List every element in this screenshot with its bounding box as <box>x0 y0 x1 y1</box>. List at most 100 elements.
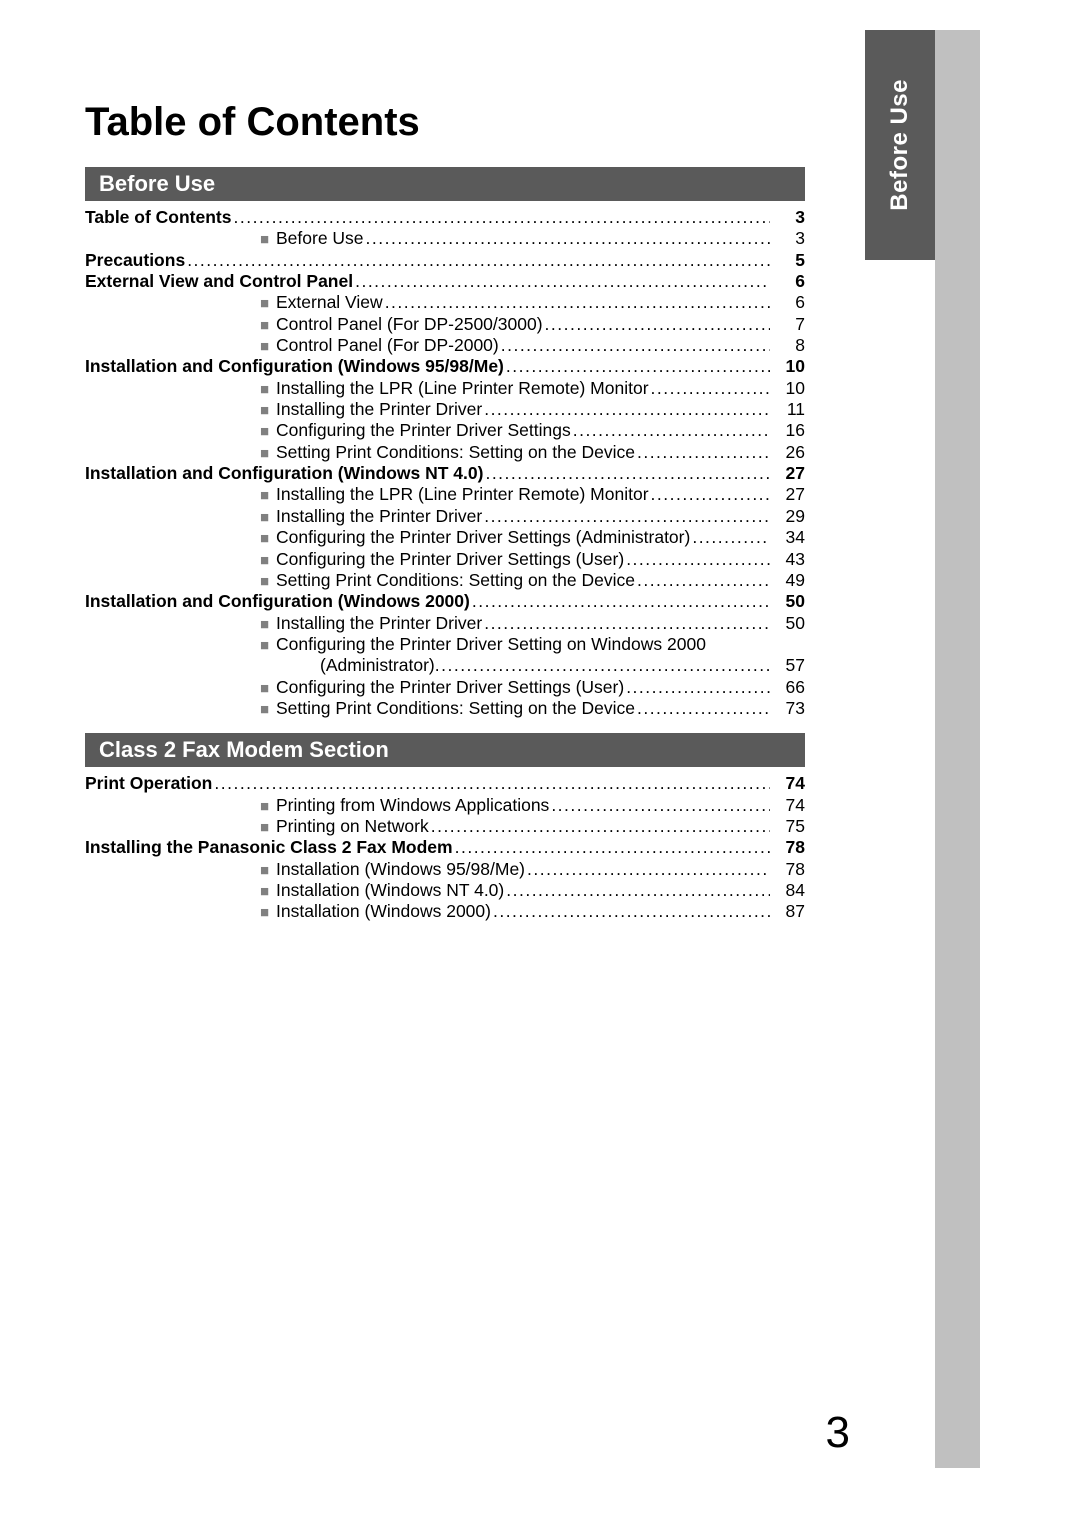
toc-dots <box>506 356 770 377</box>
toc-page: 26 <box>770 442 805 463</box>
bullet-icon: ■ <box>260 573 276 591</box>
bullet-icon: ■ <box>260 819 276 837</box>
toc-label: Control Panel (For DP-2500/3000) <box>276 314 545 335</box>
bullet-icon: ■ <box>260 509 276 527</box>
toc-subentry: ■ Configuring the Printer Driver Setting… <box>85 549 805 570</box>
page-title: Table of Contents <box>85 100 790 145</box>
toc-subentry: ■ External View 6 <box>85 292 805 313</box>
toc-label: Table of Contents <box>85 207 233 228</box>
bullet-icon: ■ <box>260 423 276 441</box>
toc-label: Before Use <box>276 228 366 249</box>
toc-label: Control Panel (For DP-2000) <box>276 335 501 356</box>
toc-dots <box>366 228 770 249</box>
toc-page: 10 <box>770 378 805 399</box>
toc-subentry: ■ Setting Print Conditions: Setting on t… <box>85 570 805 591</box>
toc-subentry: ■ Installing the LPR (Line Printer Remot… <box>85 484 805 505</box>
toc-page: 75 <box>770 816 805 837</box>
toc-subentry: ■ Installing the Printer Driver 29 <box>85 506 805 527</box>
toc-page: 27 <box>770 463 805 484</box>
bullet-icon: ■ <box>260 680 276 698</box>
toc-page: 27 <box>770 484 805 505</box>
toc-subentry: ■ Printing on Network 75 <box>85 816 805 837</box>
toc-label: Printing from Windows Applications <box>276 795 551 816</box>
page-number: 3 <box>826 1408 850 1458</box>
toc-label: Configuring the Printer Driver Settings <box>276 420 573 441</box>
toc-page: 16 <box>770 420 805 441</box>
toc-page: 74 <box>770 773 805 794</box>
toc-label: Installation (Windows 95/98/Me) <box>276 859 527 880</box>
page-content: Table of Contents Before Use Table of Co… <box>0 0 860 923</box>
bullet-icon: ■ <box>260 798 276 816</box>
toc-label: Configuring the Printer Driver Settings … <box>276 527 692 548</box>
toc-label: Setting Print Conditions: Setting on the… <box>276 570 637 591</box>
toc-dots <box>626 677 770 698</box>
toc-subentry: ■ Installation (Windows NT 4.0) 84 <box>85 880 805 901</box>
toc-dots <box>455 837 770 858</box>
toc-dots <box>435 655 770 676</box>
toc-subentry: ■ Control Panel (For DP-2500/3000) 7 <box>85 314 805 335</box>
toc-label: Setting Print Conditions: Setting on the… <box>276 698 637 719</box>
toc-dots <box>187 250 770 271</box>
bullet-icon: ■ <box>260 904 276 922</box>
toc-dots <box>651 378 770 399</box>
toc-label: Configuring the Printer Driver Setting o… <box>276 634 708 655</box>
bullet-icon: ■ <box>260 295 276 313</box>
toc-page: 43 <box>770 549 805 570</box>
toc-label: External View and Control Panel <box>85 271 355 292</box>
bullet-icon: ■ <box>260 402 276 420</box>
toc-label: Installing the Printer Driver <box>276 613 484 634</box>
toc-label: Installation (Windows 2000) <box>276 901 493 922</box>
bullet-icon: ■ <box>260 637 276 655</box>
toc-subentry: ■ Configuring the Printer Driver Setting… <box>85 634 805 655</box>
toc-dots <box>493 901 770 922</box>
toc-label: External View <box>276 292 385 313</box>
toc-page: 6 <box>770 271 805 292</box>
toc-label: Installing the Printer Driver <box>276 399 484 420</box>
toc-page: 3 <box>770 228 805 249</box>
toc-subentry: ■ Installing the Printer Driver 11 <box>85 399 805 420</box>
toc-page: 74 <box>770 795 805 816</box>
toc-label: Installing the LPR (Line Printer Remote)… <box>276 484 651 505</box>
toc-page: 3 <box>770 207 805 228</box>
bullet-icon: ■ <box>260 552 276 570</box>
toc-page: 66 <box>770 677 805 698</box>
section-header-fax-modem: Class 2 Fax Modem Section <box>85 733 805 767</box>
side-strip <box>935 30 980 1468</box>
toc-page: 78 <box>770 859 805 880</box>
toc-entry: Print Operation 74 <box>85 773 805 794</box>
toc-label: Precautions <box>85 250 187 271</box>
toc-dots <box>506 880 770 901</box>
toc-entry: Installation and Configuration (Windows … <box>85 463 805 484</box>
toc-subentry: ■ Printing from Windows Applications 74 <box>85 795 805 816</box>
toc-section-2: Print Operation 74 ■ Printing from Windo… <box>85 773 805 922</box>
toc-page: 11 <box>770 399 805 420</box>
toc-label: Setting Print Conditions: Setting on the… <box>276 442 637 463</box>
toc-subentry: ■ Installing the LPR (Line Printer Remot… <box>85 378 805 399</box>
toc-page: 7 <box>770 314 805 335</box>
toc-dots <box>484 506 770 527</box>
toc-page: 6 <box>770 292 805 313</box>
toc-page: 29 <box>770 506 805 527</box>
toc-subentry: ■ Before Use 3 <box>85 228 805 249</box>
bullet-icon: ■ <box>260 530 276 548</box>
toc-dots <box>355 271 770 292</box>
bullet-icon: ■ <box>260 445 276 463</box>
toc-label: Print Operation <box>85 773 214 794</box>
toc-subentry: ■ Installation (Windows 2000) 87 <box>85 901 805 922</box>
bullet-icon: ■ <box>260 338 276 356</box>
toc-dots <box>472 591 770 612</box>
toc-entry: Table of Contents 3 <box>85 207 805 228</box>
toc-page: 50 <box>770 613 805 634</box>
toc-dots <box>637 570 770 591</box>
bullet-icon: ■ <box>260 616 276 634</box>
bullet-icon: ■ <box>260 381 276 399</box>
side-tab-label: Before Use <box>886 79 914 211</box>
toc-subentry: ■ Setting Print Conditions: Setting on t… <box>85 442 805 463</box>
bullet-icon: ■ <box>260 862 276 880</box>
toc-page: 5 <box>770 250 805 271</box>
toc-label: Installation and Configuration (Windows … <box>85 463 485 484</box>
side-tab: Before Use <box>865 30 935 260</box>
toc-page: 57 <box>770 655 805 676</box>
toc-entry: External View and Control Panel 6 <box>85 271 805 292</box>
toc-dots <box>385 292 770 313</box>
